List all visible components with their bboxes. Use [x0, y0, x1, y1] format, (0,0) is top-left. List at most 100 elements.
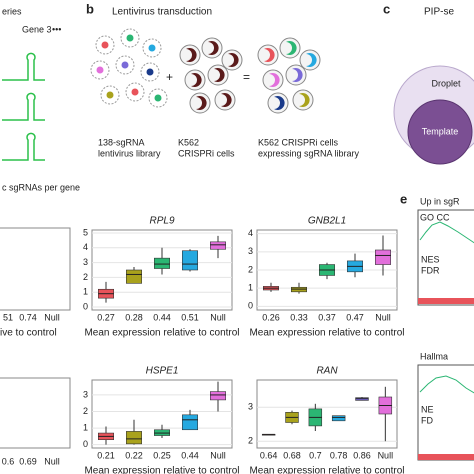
tick: 0.74 [19, 312, 37, 322]
label: 138-sgRNA [98, 137, 145, 147]
stat: FD [421, 415, 433, 425]
box [210, 241, 227, 250]
chart-title: RPL9 [149, 216, 174, 227]
x-axis-label: Mean expression relative to control [249, 466, 404, 474]
x-tick-label: 0.68 [283, 450, 301, 460]
cell [257, 44, 279, 66]
nucleus [292, 68, 303, 82]
x-tick-label: 0.26 [262, 312, 280, 322]
plot-bg [256, 379, 398, 449]
y-tick-label: 2 [83, 406, 88, 416]
chart-title: HSPE1 [146, 366, 179, 377]
cell [214, 89, 236, 111]
tick: 0.69 [19, 456, 37, 466]
hairpin [2, 92, 45, 121]
y-tick-label: 3 [83, 257, 88, 267]
label: K562 CRISPRi cells [258, 137, 339, 147]
template-label: Template [422, 126, 459, 136]
plus: + [166, 70, 173, 84]
x-tick-label: 0.27 [97, 312, 115, 322]
template [407, 99, 473, 165]
panel-letter: e [400, 191, 407, 206]
plot-frame [0, 377, 71, 449]
box [331, 415, 346, 422]
y-tick-label: 1 [83, 422, 88, 432]
virus-core [146, 68, 154, 76]
y-tick-label: 2 [83, 272, 88, 282]
x-tick-label: 0.21 [97, 450, 115, 460]
nucleus [269, 73, 280, 87]
x-tick-label: 0.25 [153, 450, 171, 460]
cell [201, 37, 223, 59]
box [182, 414, 199, 431]
nucleus [186, 48, 197, 62]
y-tick-label: 5 [83, 227, 88, 237]
es-curve [419, 375, 474, 394]
chart-title: RAN [316, 366, 338, 377]
panel-letter: c [383, 1, 390, 16]
nucleus [306, 53, 317, 67]
y-tick-label: 4 [83, 242, 88, 252]
x-tick-label: 0.44 [153, 312, 171, 322]
gsea-box [417, 209, 474, 306]
rank-bar [418, 298, 474, 304]
x-tick-label: Null [210, 312, 226, 322]
tick: 51 [3, 312, 13, 322]
label: lentivirus library [98, 148, 161, 158]
nucleus [264, 48, 275, 62]
virus-core [131, 88, 139, 96]
virus-core [121, 61, 129, 69]
nucleus [208, 41, 219, 56]
cell [292, 89, 314, 111]
x-tick-label: 0.78 [330, 450, 348, 460]
y-tick-label: 4 [248, 228, 253, 238]
label: K562 [178, 137, 199, 147]
equals: = [243, 70, 250, 84]
virus-core [106, 91, 114, 99]
stat: NE [421, 404, 434, 414]
hairpin [2, 52, 45, 81]
cell [279, 37, 301, 59]
x-label: ive to control [0, 328, 57, 339]
x-tick-label: Null [378, 450, 394, 460]
box [374, 249, 391, 265]
nucleus [299, 93, 310, 107]
caption: c sgRNAs per gene [2, 182, 80, 192]
panel-letter: b [86, 1, 94, 16]
nucleus [191, 73, 202, 87]
x-tick-label: Null [210, 450, 226, 460]
x-tick-label: 0.44 [181, 450, 199, 460]
box [182, 250, 199, 271]
y-tick-label: 3 [83, 389, 88, 399]
x-tick-label: 0.37 [318, 312, 336, 322]
y-tick-label: 1 [83, 287, 88, 297]
stat: FDR [421, 265, 440, 275]
cell [189, 92, 211, 114]
cell [179, 44, 201, 66]
box [126, 431, 143, 445]
virus-core [101, 41, 109, 49]
box [154, 257, 171, 269]
x-tick-label: 0.7 [309, 450, 322, 460]
gene-label: Gene 3 [22, 24, 52, 34]
x-tick-label: 0.64 [260, 450, 278, 460]
panel-title: Lentivirus transduction [112, 7, 212, 18]
stat: NES [421, 254, 440, 264]
x-tick-label: 0.51 [181, 312, 199, 322]
x-tick-label: Null [375, 312, 391, 322]
nucleus [214, 68, 225, 82]
tick: Null [44, 312, 60, 322]
chart-title: GNB2L1 [308, 216, 346, 227]
y-tick-label: 1 [248, 283, 253, 293]
cell [207, 64, 229, 86]
droplet-label: Droplet [431, 78, 461, 88]
cell [221, 49, 243, 71]
virus-core [154, 94, 162, 102]
x-tick-label: 0.28 [125, 312, 143, 322]
set-name: Hallma [420, 351, 448, 361]
virus-core [148, 44, 156, 52]
plot-frame [0, 227, 71, 311]
cell [262, 69, 284, 91]
